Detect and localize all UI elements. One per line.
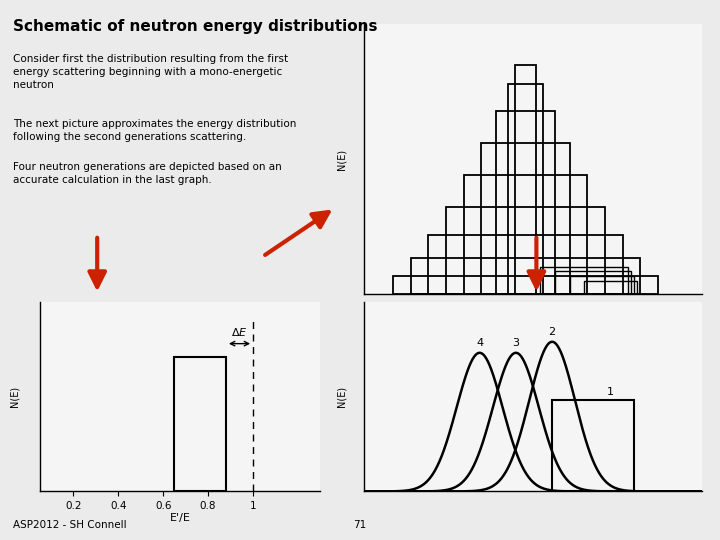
Bar: [174, 357, 226, 491]
Text: 3: 3: [513, 338, 519, 348]
Bar: [481, 143, 570, 294]
Text: Schematic of neutron energy distributions: Schematic of neutron energy distribution…: [13, 19, 377, 34]
X-axis label: E'/E: E'/E: [170, 512, 190, 523]
Bar: [552, 400, 634, 491]
Bar: [540, 267, 629, 294]
Text: 2: 2: [549, 327, 556, 337]
Bar: [464, 176, 588, 294]
Bar: [555, 272, 631, 294]
Y-axis label: N(E): N(E): [337, 148, 347, 170]
Text: ASP2012 - SH Connell: ASP2012 - SH Connell: [13, 520, 127, 530]
Bar: [496, 111, 555, 294]
Bar: [508, 84, 543, 294]
Bar: [515, 65, 536, 294]
Text: Consider first the distribution resulting from the first
energy scattering begin: Consider first the distribution resultin…: [13, 54, 288, 90]
Bar: [585, 281, 637, 294]
Text: 71: 71: [354, 520, 366, 530]
Y-axis label: N(E): N(E): [10, 386, 20, 408]
Text: 1: 1: [607, 387, 613, 397]
Bar: [410, 258, 640, 294]
Bar: [570, 276, 634, 294]
Text: Four neutron generations are depicted based on an
accurate calculation in the la: Four neutron generations are depicted ba…: [13, 162, 282, 185]
Text: 4: 4: [476, 338, 483, 348]
Text: $\Delta E$: $\Delta E$: [231, 327, 248, 339]
Text: The next picture approximates the energy distribution
following the second gener: The next picture approximates the energy…: [13, 119, 297, 141]
Bar: [428, 235, 623, 294]
Bar: [393, 276, 658, 294]
Bar: [446, 207, 605, 294]
Y-axis label: N(E): N(E): [337, 386, 347, 408]
